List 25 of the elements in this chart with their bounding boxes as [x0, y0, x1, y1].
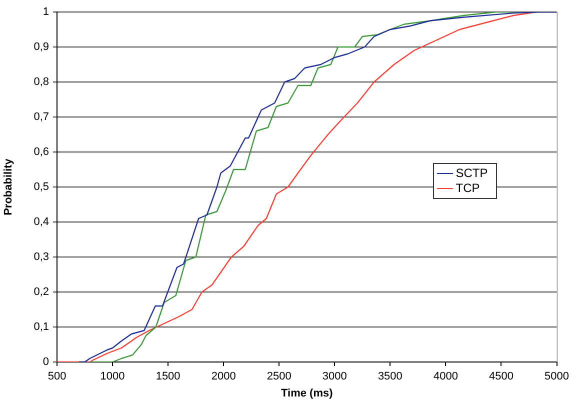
- y-tick-label: 0,4: [34, 216, 49, 228]
- x-tick-label: 3500: [378, 370, 402, 383]
- y-tick-label: 0,7: [34, 111, 49, 124]
- y-tick-label: 0,6: [34, 146, 49, 158]
- y-axis-title: Probability: [2, 158, 15, 216]
- x-tick-label: 2500: [266, 370, 292, 383]
- y-tick-label: 0,8: [34, 76, 49, 88]
- x-tick-label: 5000: [544, 370, 570, 383]
- x-tick-label: 4000: [433, 370, 458, 383]
- x-axis-title: Time (ms): [281, 387, 334, 400]
- x-tick-label: 1000: [100, 370, 125, 383]
- y-tick-label: 0: [42, 356, 49, 368]
- y-tick-label: 0,2: [34, 286, 49, 298]
- y-tick-label: 0,5: [34, 181, 49, 194]
- legend-label: TCP: [456, 180, 480, 196]
- y-tick-label: 0,3: [34, 251, 49, 264]
- legend-label: SCTP: [456, 166, 488, 180]
- y-tick-label: 1: [42, 6, 49, 18]
- y-tick-label: 0,1: [34, 321, 49, 334]
- x-tick-label: 500: [48, 370, 66, 383]
- x-tick-label: 1500: [156, 370, 180, 383]
- x-tick-label: 2000: [211, 370, 236, 383]
- x-tick-label: 3000: [322, 370, 347, 383]
- x-tick-label: 4500: [488, 370, 514, 383]
- y-tick-label: 0,9: [34, 41, 49, 54]
